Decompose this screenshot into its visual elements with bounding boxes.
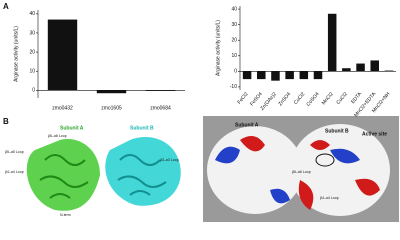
x-tick-label: zmo1605 <box>101 105 122 111</box>
bar <box>271 71 280 81</box>
subunit-label: Subunit B <box>130 125 154 131</box>
bar <box>145 90 176 91</box>
subunit-label: Subunit B <box>325 128 349 134</box>
x-tick-label: FeCl2 <box>236 91 249 105</box>
bar <box>242 71 252 80</box>
loop-label: β5–α5 Loop <box>5 150 24 154</box>
x-tick-label: CuCl2 <box>335 91 349 106</box>
subunit-label: Subunit A <box>60 125 84 131</box>
y-tick-label: 30 <box>29 30 35 36</box>
bar <box>342 68 351 72</box>
figure: A B C Subunit A Subunit B β6–α6 Loop β5–… <box>3 2 399 222</box>
x-tick-label: CoSO4 <box>305 91 320 108</box>
loop-label: β6–α6 Loop <box>48 134 67 138</box>
n-term-label: N-term <box>60 213 71 217</box>
bar <box>384 70 394 72</box>
panel-label: B <box>3 117 9 126</box>
x-tick-label: MnCl2 <box>321 91 335 106</box>
loop-label: β3–α3 Loop <box>160 158 179 162</box>
y-axis-label: Arginase activity (units/L) <box>13 26 19 82</box>
y-axis-label: Arginase activity (units/L) <box>215 20 221 76</box>
loop-label: β6–α6 Loop <box>292 170 311 174</box>
bar <box>257 71 266 80</box>
bar <box>356 63 365 72</box>
y-tick-label: 0 <box>234 69 237 75</box>
bar <box>285 71 294 80</box>
bar <box>327 13 337 72</box>
active-site-label: Active site <box>362 131 387 137</box>
bar <box>96 90 127 94</box>
x-tick-label: EDTA <box>350 91 363 105</box>
y-tick-label: 30 <box>231 22 237 28</box>
y-tick-label: 20 <box>231 38 237 44</box>
bar <box>299 71 309 80</box>
panel-label: A <box>3 2 9 11</box>
loop-label: β4–α4 Loop <box>5 170 24 174</box>
bar <box>370 60 379 72</box>
y-tick-label: 40 <box>231 6 237 12</box>
y-tick-label: 40 <box>29 11 35 17</box>
x-tick-label: zmo0432 <box>52 105 73 111</box>
surface-structure: Subunit A Subunit B Active site β6–α6 Lo… <box>203 116 399 222</box>
x-tick-label: zmo0684 <box>150 105 171 111</box>
x-tick-label: ZnSO4 <box>277 91 292 107</box>
bar <box>47 19 78 91</box>
y-tick-label: 20 <box>29 49 35 55</box>
y-tick-label: -10 <box>230 84 237 90</box>
ribbon-structure: Subunit A Subunit B β6–α6 Loop β5–α5 Loo… <box>5 125 181 217</box>
y-tick-label: 10 <box>29 69 35 75</box>
subunit-label: Subunit A <box>235 122 259 128</box>
y-tick-label: 0 <box>32 88 35 94</box>
y-tick-label: 10 <box>231 53 237 59</box>
loop-label: β4–α4 Loop <box>320 196 339 200</box>
bar <box>313 71 323 80</box>
